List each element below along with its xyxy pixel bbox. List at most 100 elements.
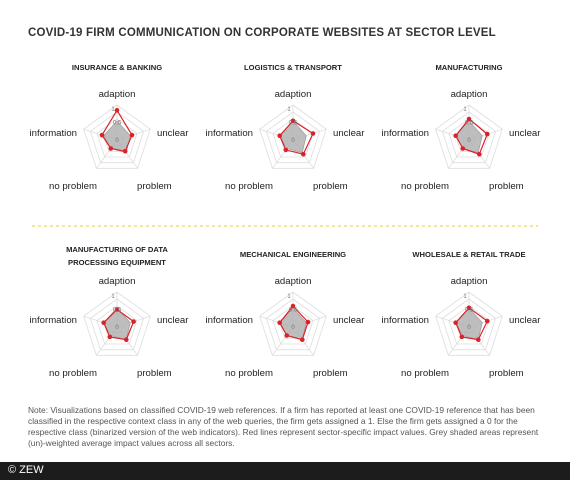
- tick-label: 0: [291, 138, 295, 144]
- axis-label: no problem: [401, 368, 449, 379]
- sector-point: [466, 116, 472, 122]
- sector-point: [131, 319, 136, 324]
- sector-line: [454, 306, 489, 341]
- chart-title: WHOLESALE & RETAIL TRADE: [412, 250, 525, 259]
- radar-chart: MECHANICAL ENGINEERING 0 0.5 1 adaption uncle…: [206, 250, 366, 379]
- sector-point: [290, 303, 296, 309]
- tick-label: 0.5: [465, 308, 474, 314]
- axis-label: adaption: [451, 276, 488, 287]
- grid-ring: [448, 118, 490, 158]
- sector-point: [122, 149, 128, 154]
- sector-point: [300, 337, 305, 343]
- chart-title: MECHANICAL ENGINEERING: [240, 250, 346, 259]
- axis-label: information: [206, 315, 253, 326]
- axis-label: unclear: [509, 128, 541, 139]
- sector-point: [301, 151, 306, 157]
- axis-label: no problem: [49, 181, 97, 192]
- sector-point: [459, 334, 465, 340]
- grid-ring: [441, 111, 497, 164]
- sector-line: [454, 118, 489, 155]
- tick-label: 0.5: [289, 308, 298, 314]
- tick-label: 1: [111, 107, 115, 113]
- sector-point: [277, 320, 283, 326]
- grid-ring: [89, 298, 145, 351]
- grid-ring: [83, 104, 151, 169]
- grid-ring: [259, 291, 327, 356]
- radar-chart: MANUFACTURING 0 0.5 1 adaption unclear problem…: [382, 63, 542, 192]
- sector-point: [277, 133, 283, 138]
- axis-label: information: [30, 128, 77, 139]
- sector-point: [476, 337, 481, 343]
- axis-label: no problem: [225, 181, 273, 192]
- grid-ring: [448, 305, 490, 345]
- grid-ring: [435, 291, 503, 356]
- radar-charts-canvas: INSURANCE & BANKING 0 0.5 1 adaption unclear p…: [30, 63, 542, 379]
- axis-label: information: [382, 128, 429, 139]
- tick-label: 0: [467, 138, 471, 144]
- chart-title: MANUFACTURING OF DATA: [66, 245, 168, 254]
- sector-line: [102, 308, 135, 341]
- tick-label: 1: [287, 294, 291, 300]
- sector-point: [124, 337, 129, 343]
- tick-label: 1: [463, 294, 467, 300]
- sector-point: [101, 320, 106, 326]
- axis-label: unclear: [333, 315, 365, 326]
- axis-label: information: [30, 315, 77, 326]
- footer-bar: © ZEW: [0, 462, 570, 480]
- sector-point: [305, 319, 311, 325]
- sector-point: [283, 147, 289, 153]
- sector-point: [129, 132, 135, 138]
- sector-point: [99, 132, 105, 138]
- grid-ring: [272, 305, 314, 345]
- axis-label: adaption: [275, 89, 312, 100]
- axis-label: problem: [313, 181, 348, 192]
- sector-line: [278, 305, 309, 341]
- radar-chart: WHOLESALE & RETAIL TRADE 0 0.5 1 adaption unc…: [382, 250, 542, 379]
- grid-ring: [96, 118, 138, 158]
- grid-ring: [83, 291, 151, 356]
- radar-chart: LOGISTICS & TRANSPORT 0 0.5 1 adaption unclea…: [206, 63, 366, 192]
- grid-ring: [96, 305, 138, 345]
- axis-label: adaption: [99, 89, 136, 100]
- grid-ring: [89, 111, 145, 164]
- sector-point: [310, 131, 316, 136]
- tick-label: 1: [287, 107, 291, 113]
- tick-label: 0: [467, 325, 471, 331]
- sector-point: [485, 131, 490, 137]
- grid-ring: [265, 111, 321, 164]
- axis-label: unclear: [157, 128, 189, 139]
- axis-label: adaption: [451, 89, 488, 100]
- sector-point: [460, 146, 466, 151]
- axis-label: unclear: [509, 315, 541, 326]
- sector-line: [278, 120, 314, 155]
- sector-point: [108, 146, 114, 151]
- sector-point: [290, 118, 296, 124]
- chart-note: Note: Visualizations based on classified…: [28, 405, 539, 448]
- grid-ring: [441, 298, 497, 351]
- sector-line: [101, 109, 133, 152]
- axis-label: information: [206, 128, 253, 139]
- grid-ring: [259, 104, 327, 169]
- axis-label: problem: [137, 368, 172, 379]
- tick-label: 0: [115, 138, 119, 144]
- tick-label: 0: [291, 325, 295, 331]
- sector-point: [453, 133, 459, 138]
- sector-point: [284, 333, 290, 338]
- sector-point: [477, 151, 482, 157]
- axis-label: no problem: [401, 181, 449, 192]
- tick-label: 1: [111, 294, 115, 300]
- axis-label: problem: [489, 181, 524, 192]
- axis-label: no problem: [49, 368, 97, 379]
- radar-chart: INSURANCE & BANKING 0 0.5 1 adaption unclear p…: [30, 63, 190, 192]
- axis-label: adaption: [275, 276, 312, 287]
- chart-title: PROCESSING EQUIPMENT: [68, 258, 166, 267]
- tick-label: 1: [463, 107, 467, 113]
- sector-point: [485, 318, 490, 324]
- axis-label: unclear: [333, 128, 365, 139]
- tick-label: 0: [115, 325, 119, 331]
- axis-label: adaption: [99, 276, 136, 287]
- axis-label: information: [382, 315, 429, 326]
- sector-point: [107, 334, 113, 340]
- tick-label: 0.5: [113, 308, 122, 314]
- axis-label: unclear: [157, 315, 189, 326]
